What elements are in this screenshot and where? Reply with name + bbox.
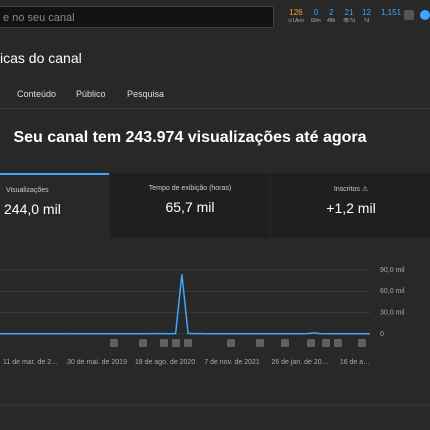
stat-value: 1,151 (381, 8, 402, 17)
event-marker (172, 339, 180, 347)
headline: Seu canal tem 243.974 visualizações até … (13, 129, 367, 146)
card-label: Tempo de exibição (horas) (148, 185, 232, 192)
separator (0, 108, 430, 109)
event-marker (256, 339, 264, 347)
stat: 126 ⊙1Ano (288, 8, 304, 24)
y-tick-label: 90,0 mil (380, 267, 405, 274)
page-title: icas do canal (0, 50, 82, 66)
x-tick-label: 16 de a… (340, 359, 370, 366)
metric-card[interactable]: Inscritos ⚠ +1,2 mil (271, 173, 430, 238)
event-marker (227, 339, 235, 347)
event-marker (322, 339, 330, 347)
card-value: 65,7 mil (165, 199, 215, 215)
tab[interactable]: Conteúdo (17, 89, 57, 99)
stat-value: 21 (344, 8, 354, 17)
stat: 21 👁7d (343, 8, 355, 24)
stat-value: 0 (313, 8, 319, 17)
stat-label: 60m (311, 18, 321, 24)
stat-value: 2 (328, 8, 334, 17)
stat-label: 👁7d (343, 18, 355, 24)
x-tick-label: 30 de mai. de 2019 (67, 359, 127, 366)
y-tick-label: 0 (380, 331, 384, 338)
stat: 1,151 (381, 8, 401, 18)
stat: 2 48h (327, 8, 335, 24)
event-marker (281, 339, 289, 347)
card-value: +1,2 mil (326, 200, 376, 216)
stat-label: 7d (363, 18, 370, 24)
line-series (0, 274, 370, 335)
y-tick-label: 30,0 mil (380, 310, 405, 317)
stat: 0 60m (311, 8, 321, 24)
card-value: 244,0 mil (4, 201, 61, 217)
card-label: Visualizações (6, 187, 49, 194)
stat-label: 48h (327, 18, 336, 24)
metric-card[interactable]: Visualizações 244,0 mil (0, 173, 109, 238)
x-tick-label: 26 de jan. de 20… (271, 359, 328, 366)
card-label: Inscritos ⚠ (333, 186, 369, 193)
x-tick-label: 11 de mar. de 2… (3, 359, 58, 366)
event-marker (110, 339, 118, 347)
icon[interactable] (404, 10, 414, 20)
chart: 90,0 mil 60,0 mil 30,0 mil 0 11 de mar. de 2… (0, 267, 430, 406)
event-marker (160, 339, 168, 347)
icon[interactable] (420, 10, 430, 20)
tab[interactable]: Público (76, 89, 106, 99)
stat-value: 126 (289, 8, 303, 17)
tab[interactable]: Pesquisa (127, 89, 165, 99)
x-tick-label: 7 de nov. de 2021 (204, 359, 260, 366)
event-marker (358, 339, 366, 347)
metric-card[interactable]: Tempo de exibição (horas) 65,7 mil (110, 173, 270, 238)
stat: 12 7d (362, 8, 371, 24)
search-box[interactable]: e no seu canal (0, 6, 274, 28)
stat-value: 12 (362, 8, 371, 17)
event-marker (184, 339, 192, 347)
stat-label: ⊙1Ano (288, 18, 304, 24)
event-marker (334, 339, 342, 347)
event-marker (307, 339, 315, 347)
x-tick-label: 18 de ago. de 2020 (135, 359, 195, 366)
y-tick-label: 60,0 mil (380, 288, 405, 295)
event-marker (139, 339, 147, 347)
